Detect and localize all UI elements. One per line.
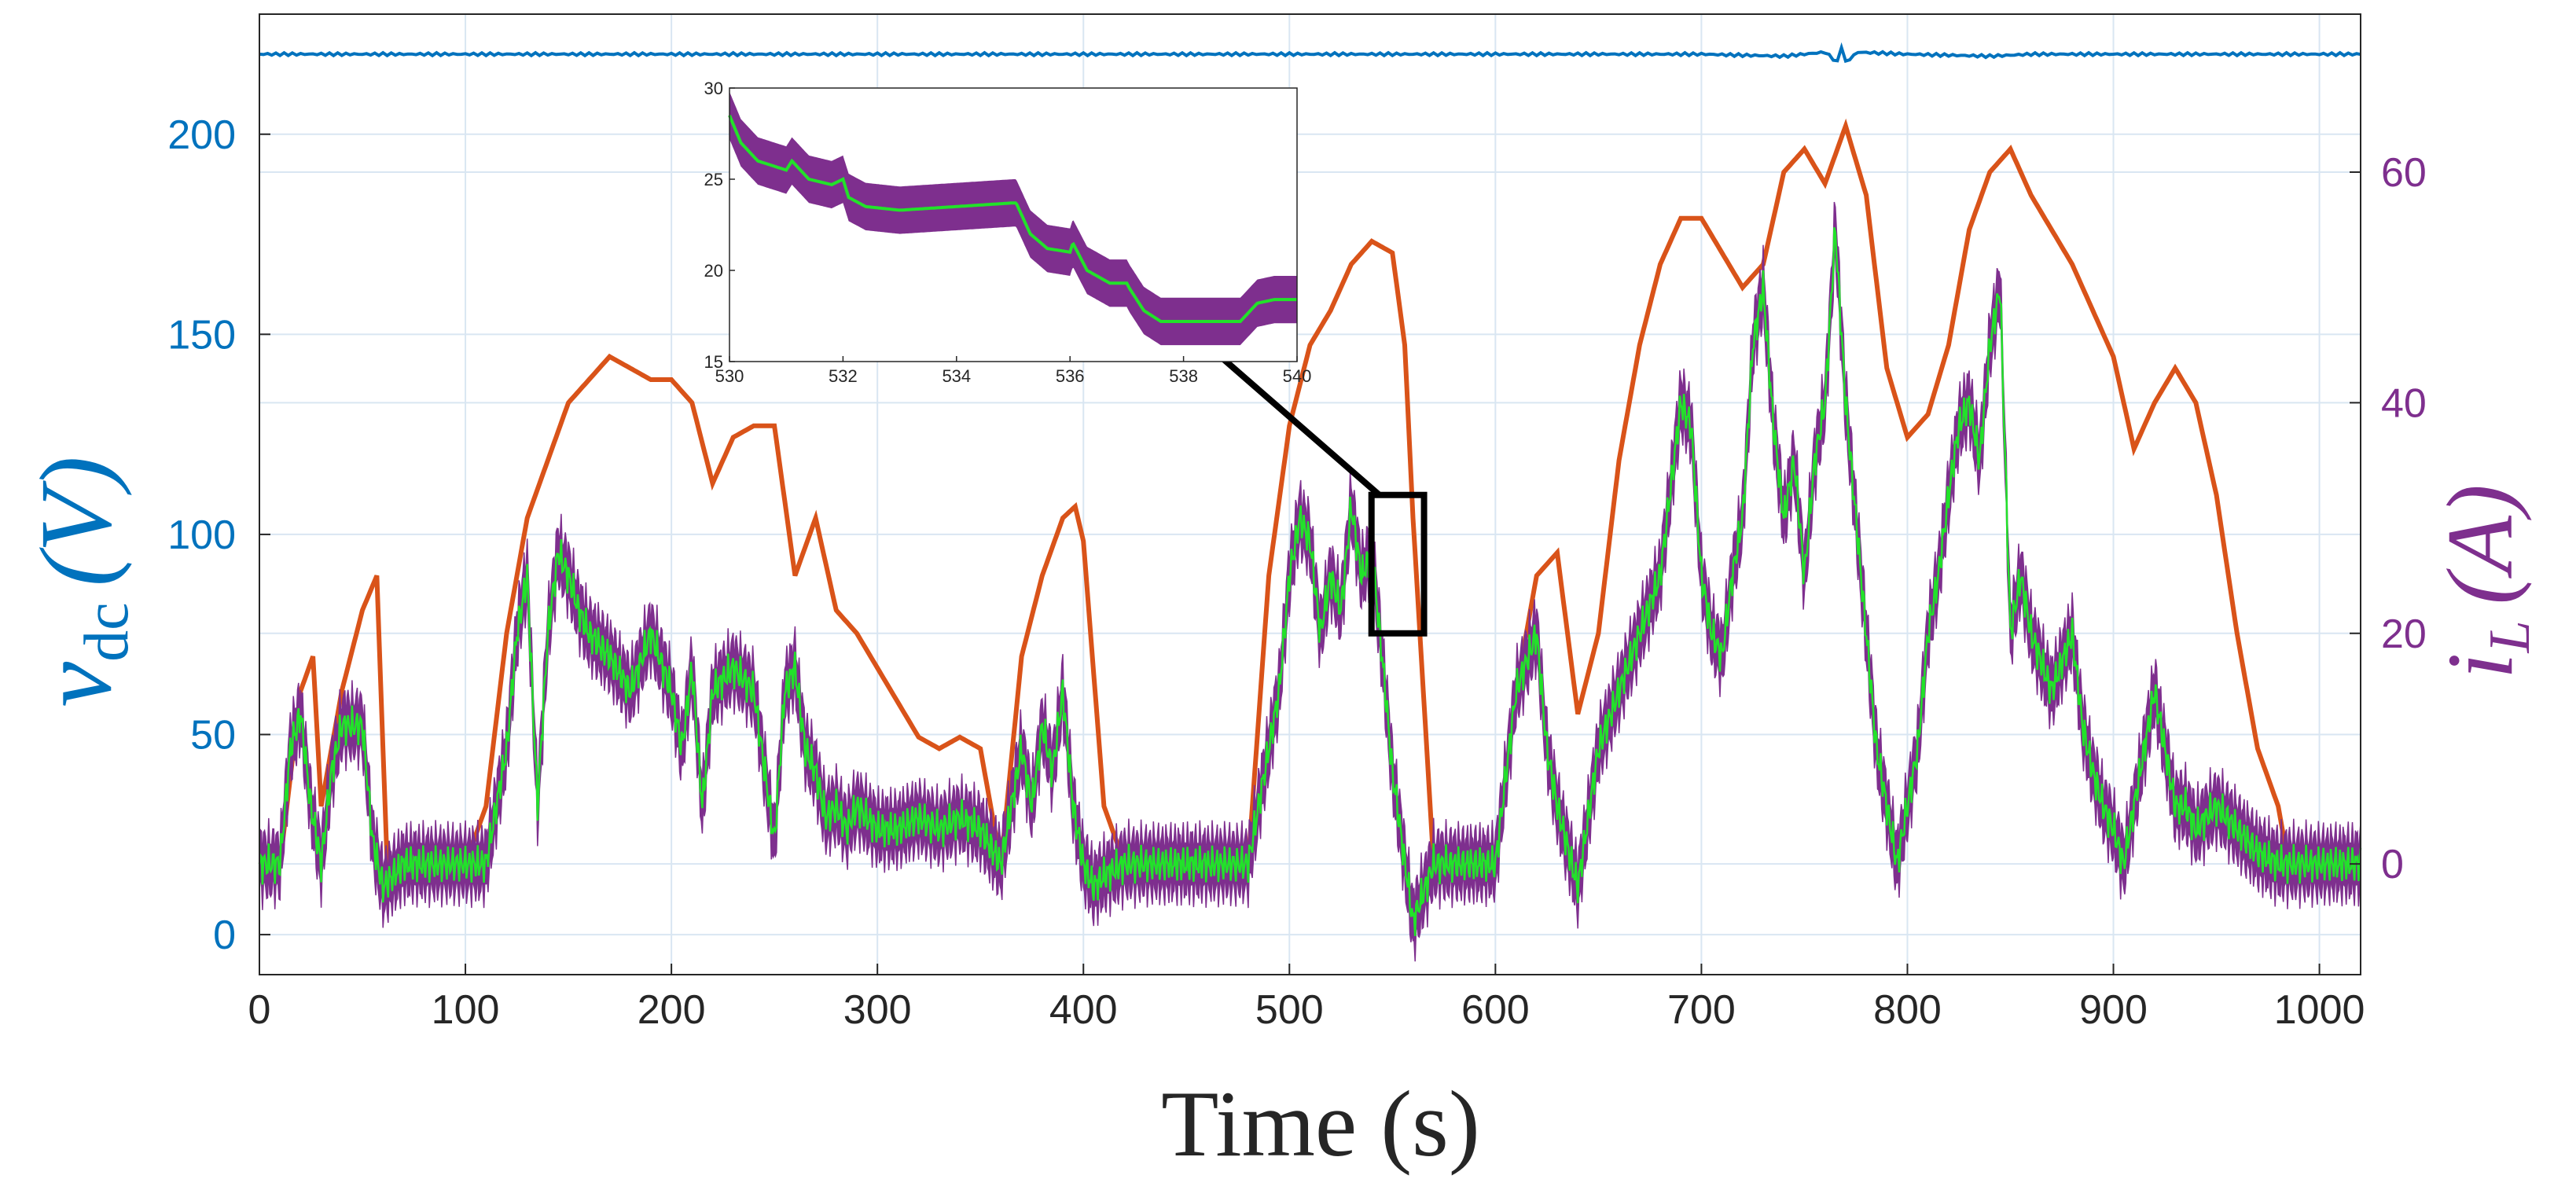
- inset-x-tick-label: 538: [1169, 366, 1198, 386]
- svg-text:vdc(V): vdc (V): [20, 456, 141, 707]
- ylabel-left-subscript: dc: [72, 602, 141, 662]
- series-i-l: [258, 227, 2362, 936]
- y-right-tick-label: 60: [2381, 150, 2427, 196]
- inset-y-tick-label: 20: [704, 261, 723, 281]
- x-tick-label: 500: [1255, 987, 1324, 1033]
- zoom-box: [1368, 491, 1428, 637]
- main-ticks: 0 100 200 300 400 500 600 700 800 900 100005010015…: [167, 112, 2427, 1033]
- y-left-tick-label: 200: [167, 112, 236, 158]
- ylabel-left-symbol: v: [20, 662, 133, 707]
- x-tick-label: 700: [1667, 987, 1736, 1033]
- inset-i-l-band: [729, 91, 1297, 346]
- x-axis-label: Time (s): [1161, 1071, 1480, 1176]
- series-reference: [259, 118, 2361, 867]
- main-plot: 0 100 200 300 400 500 600 700 800 900 100005010015…: [167, 13, 2427, 1033]
- y-right-tick-label: 40: [2381, 380, 2427, 426]
- x-tick-label: 1000: [2274, 987, 2365, 1033]
- ylabel-right-symbol: i: [2427, 653, 2532, 679]
- inset-frame: [729, 87, 1298, 362]
- inset-x-tick-label: 540: [1283, 366, 1312, 386]
- main-plot-area: [259, 14, 2361, 975]
- x-tick-label: 200: [638, 987, 706, 1033]
- inset-x-tick-label: 532: [829, 366, 858, 386]
- inset-y-tick-label: 30: [704, 79, 723, 98]
- x-tick-label: 900: [2079, 987, 2148, 1033]
- inset-y-tick-label: 15: [704, 352, 723, 372]
- inset-x-tick-label: 534: [942, 366, 971, 386]
- series-v-dc: [259, 42, 2361, 64]
- inset-y-tick-label: 25: [704, 170, 723, 189]
- inset-series: [728, 91, 1297, 346]
- x-tick-label: 800: [1873, 987, 1942, 1033]
- x-tick-label: 0: [248, 987, 271, 1033]
- y-axis-label-left: vdc (V): [20, 456, 141, 707]
- ylabel-right-unit: (A): [2427, 484, 2532, 604]
- y-left-tick-label: 50: [190, 713, 236, 758]
- y-right-tick-label: 20: [2381, 612, 2427, 657]
- x-tick-label: 100: [432, 987, 500, 1033]
- inset-plot: 530 532 534 536 538 540 15 20 25 30: [704, 79, 1312, 386]
- inset-x-tick-label: 530: [715, 366, 744, 386]
- inset-x-tick-label: 536: [1056, 366, 1085, 386]
- inset-ticks: 530 532 534 536 538 540 15 20 25 30: [704, 79, 1312, 386]
- main-frame: [259, 13, 2361, 975]
- ylabel-right-subscript: L: [2478, 620, 2542, 653]
- svg-text:iL(A): iL (A): [2427, 484, 2542, 679]
- y-right-tick-label: 0: [2381, 842, 2404, 887]
- x-tick-label: 400: [1049, 987, 1118, 1033]
- inset-i-l: [728, 115, 1297, 323]
- y-left-tick-label: 150: [167, 312, 236, 358]
- ylabel-left-unit: (V): [20, 456, 133, 586]
- x-tick-label: 600: [1461, 987, 1530, 1033]
- y-left-tick-label: 0: [213, 913, 236, 958]
- x-tick-label: 300: [843, 987, 912, 1033]
- y-left-tick-label: 100: [167, 512, 236, 558]
- y-axis-label-right: iL (A): [2427, 484, 2542, 679]
